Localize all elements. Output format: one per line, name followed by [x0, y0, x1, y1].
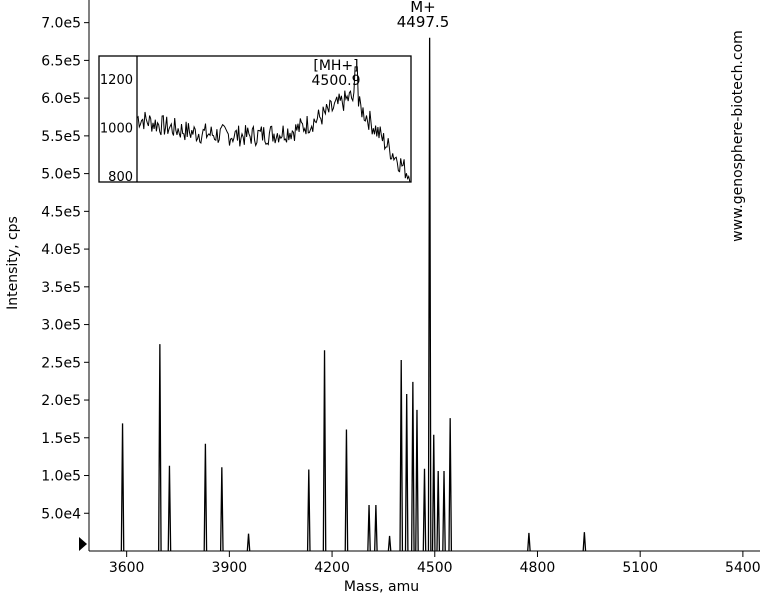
y-tick-label-0: 5.0e4	[41, 506, 81, 522]
x-axis-ticks: 3600 3900 4200 4500 4800 5100 5400	[109, 551, 761, 576]
x-tick-label-4: 4800	[520, 560, 556, 576]
inset-trace	[136, 66, 411, 183]
peak-19	[436, 470, 441, 552]
x-tick-label-6: 5400	[725, 560, 761, 576]
y-tick-label-9: 5.0e5	[41, 167, 81, 183]
peak-15	[415, 409, 419, 552]
y-tick-label-12: 6.5e5	[41, 53, 81, 69]
spectrum-peaks	[120, 37, 587, 552]
x-tick-label-3: 4500	[417, 560, 453, 576]
peak-label-line2: 4497.5	[396, 13, 450, 31]
peak-13	[404, 393, 409, 552]
inset-y-tick-label-0: 800	[108, 170, 133, 185]
inset-chart: 800 1000 1200	[98, 55, 412, 185]
x-tick-label-0: 3600	[109, 560, 145, 576]
y-axis-label: Intensity, cps	[5, 216, 21, 310]
y-tick-label-8: 4.5e5	[41, 204, 81, 220]
watermark-text: www.genosphere-biotech.com	[730, 30, 746, 242]
peak-22	[527, 532, 531, 552]
peak-10	[374, 504, 378, 552]
x-tick-label-2: 4200	[314, 560, 350, 576]
peak-4	[219, 467, 224, 552]
peak-12	[399, 360, 404, 552]
peak-18	[431, 434, 436, 552]
y-tick-label-3: 2.0e5	[41, 393, 81, 409]
y-axis-ticks: 5.0e4 1.0e5 1.5e5 2.0e5 2.5e5 3.0e5 3.5e5 4.0e5…	[41, 16, 89, 522]
peak-20	[442, 470, 446, 552]
peak-label-m-plus: M+ 4497.5	[388, 0, 458, 30]
x-axis-label: Mass, amu	[343, 579, 420, 595]
peak-23	[582, 532, 587, 552]
inset-peak-label-line1: [MH+]	[313, 58, 359, 74]
x-tick-label-1: 3900	[212, 560, 248, 576]
inset-y-tick-label-1: 1000	[100, 122, 133, 137]
peak-label-line1: M+	[410, 0, 436, 16]
peak-8	[344, 429, 349, 552]
y-tick-label-2: 1.5e5	[41, 431, 81, 447]
y-tick-label-7: 4.0e5	[41, 242, 81, 258]
inset-peak-label: [MH+] 4500.9	[300, 59, 372, 89]
peak-11	[387, 535, 392, 552]
peak-7	[322, 350, 327, 552]
inset-peak-label-line2: 4500.9	[311, 73, 361, 89]
baseline-marker	[79, 537, 87, 551]
x-tick-label-5: 5100	[622, 560, 658, 576]
peak-0	[120, 423, 125, 552]
peak-14	[411, 381, 415, 552]
peak-1	[158, 344, 162, 552]
peak-6	[306, 469, 311, 552]
y-tick-label-1: 1.0e5	[41, 469, 81, 485]
y-tick-label-5: 3.0e5	[41, 318, 81, 334]
y-tick-label-10: 5.5e5	[41, 129, 81, 145]
peak-5	[246, 533, 251, 552]
y-tick-label-6: 3.5e5	[41, 280, 81, 296]
peak-2	[167, 465, 172, 552]
peak-21	[448, 418, 453, 552]
peak-3	[203, 443, 208, 552]
peak-17	[427, 37, 432, 552]
peak-9	[367, 504, 371, 552]
y-tick-label-11: 6.0e5	[41, 91, 81, 107]
y-tick-label-4: 2.5e5	[41, 355, 81, 371]
peak-16	[422, 468, 427, 552]
inset-y-tick-label-2: 1200	[100, 73, 133, 88]
y-tick-label-13: 7.0e5	[41, 16, 81, 32]
